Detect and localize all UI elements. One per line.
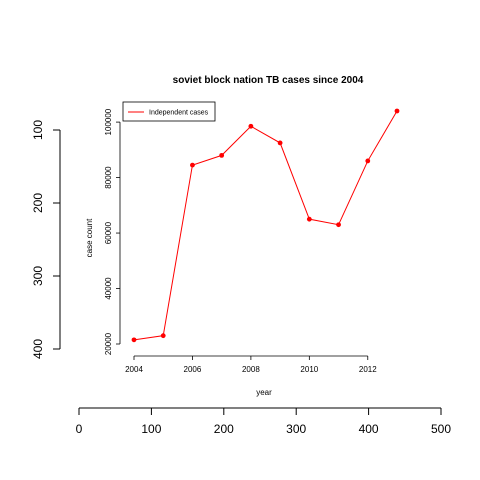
data-point [365, 158, 371, 164]
data-point [219, 152, 225, 158]
outer-x-tick-label: 100 [141, 422, 161, 436]
data-point [277, 140, 283, 146]
inner-x-tick-label: 2004 [125, 365, 143, 374]
series-group [131, 108, 400, 343]
outer-x-tick-label: 200 [214, 422, 234, 436]
data-point [190, 162, 195, 168]
y-axis-label: case count [85, 218, 94, 257]
outer-y-tick-label: 100 [31, 120, 45, 140]
inner-x-tick-label: 2010 [300, 365, 318, 374]
data-point [306, 216, 312, 222]
inner-y-tick-label: 100000 [104, 108, 113, 135]
outer-y-tick-label: 200 [31, 193, 45, 213]
inner-y-tick-label: 80000 [104, 166, 113, 189]
data-point [131, 337, 137, 343]
inner-y-axis: 20000 40000 60000 80000 100000 [104, 108, 121, 355]
inner-y-tick-label: 20000 [104, 332, 113, 355]
outer-x-tick-label: 400 [359, 422, 379, 436]
legend: Independent cases [122, 101, 216, 122]
outer-y-axis: 100 200 300 400 [31, 120, 61, 359]
inner-x-tick-label: 2008 [242, 365, 260, 374]
legend-box [122, 101, 216, 122]
inner-x-axis: 2004 2006 2008 2010 2012 [125, 355, 377, 374]
series-line [133, 110, 398, 341]
outer-y-tick-label: 300 [31, 266, 45, 286]
data-point [248, 123, 254, 129]
inner-y-tick-label: 60000 [104, 221, 113, 244]
data-point [394, 108, 400, 114]
inner-x-tick-label: 2012 [359, 365, 377, 374]
chart-title: soviet block nation TB cases since 2004 [173, 75, 364, 86]
x-axis-label: year [256, 388, 272, 397]
legend-label: Independent cases [149, 110, 209, 117]
outer-x-tick-label: 0 [76, 422, 83, 436]
outer-x-tick-label: 300 [286, 422, 306, 436]
data-point [160, 333, 166, 339]
outer-y-tick-label: 400 [31, 339, 45, 359]
outer-x-axis: 0 100 200 300 400 500 [76, 407, 451, 436]
outer-x-tick-label: 500 [431, 422, 451, 436]
inner-y-tick-label: 40000 [104, 277, 113, 300]
data-point [336, 222, 341, 228]
inner-x-tick-label: 2006 [184, 365, 202, 374]
